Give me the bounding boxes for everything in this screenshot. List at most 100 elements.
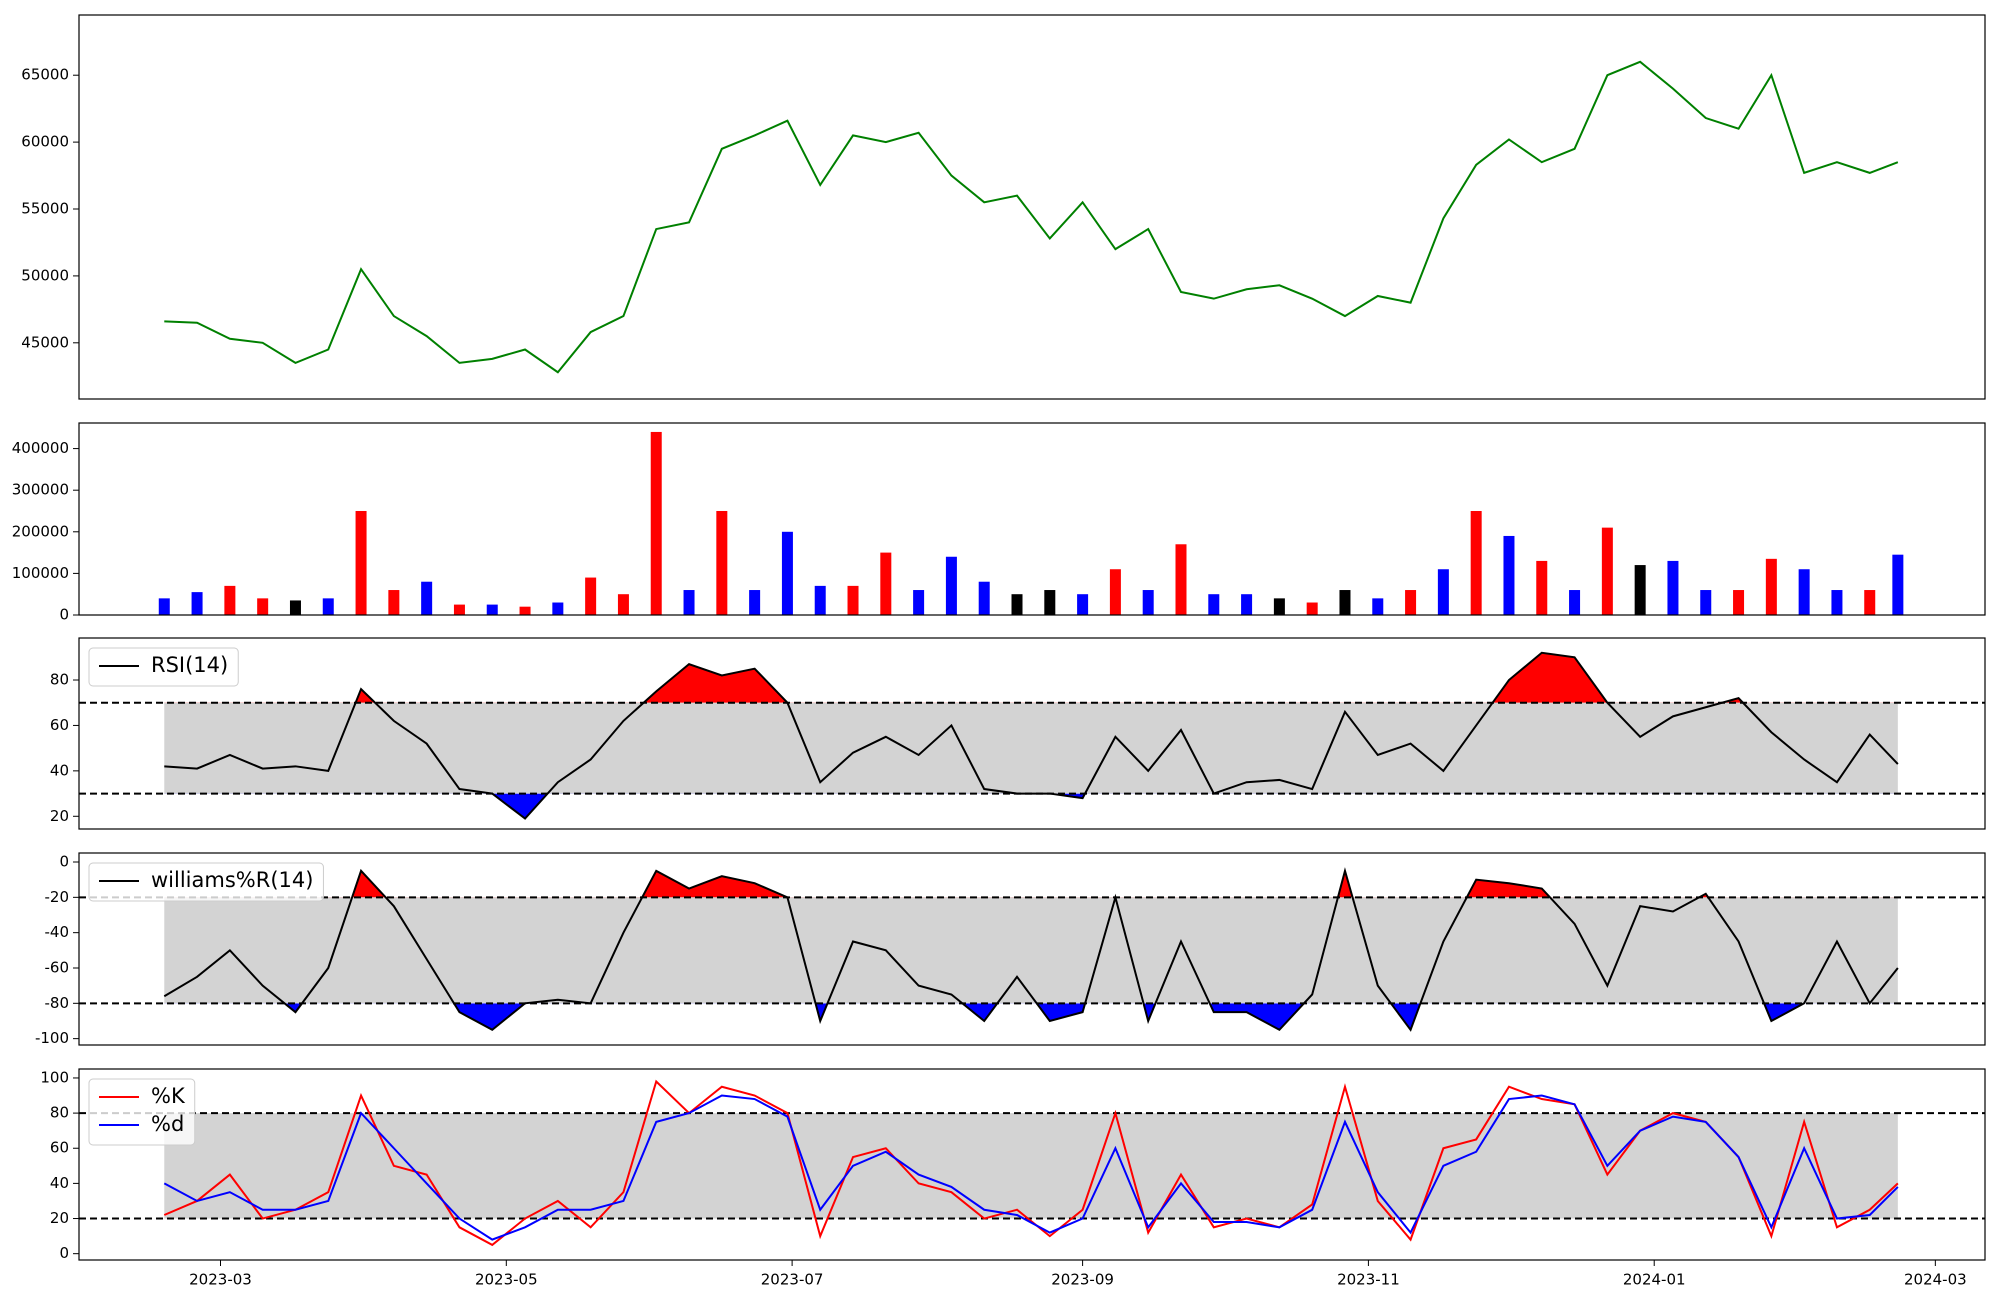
volume-bar	[355, 510, 367, 615]
threshold-band	[164, 702, 1898, 794]
volume-bar	[421, 581, 433, 615]
volume-bar	[1798, 569, 1810, 615]
legend-box	[88, 862, 324, 902]
volume-bar	[617, 594, 629, 615]
volume-bar	[1208, 594, 1220, 615]
volume-bar	[453, 604, 465, 615]
volume-bar	[388, 590, 400, 615]
axes-frame	[78, 14, 1986, 400]
y-tick-label: -60	[45, 958, 70, 976]
volume-bar	[1372, 598, 1384, 615]
volume-bar	[1864, 590, 1876, 615]
series-line	[164, 60, 1899, 374]
volume-bar	[814, 585, 826, 615]
y-tick-label: 100	[40, 1068, 69, 1086]
volume-bar	[1667, 560, 1679, 615]
volume-bar	[1733, 590, 1745, 615]
threshold-band	[164, 897, 1898, 1004]
axes-frame	[78, 1068, 1986, 1261]
volume-bar	[1892, 554, 1904, 615]
y-tick-label: 40	[50, 1174, 69, 1192]
volume-bar	[683, 590, 695, 615]
y-tick-label: 40	[50, 761, 69, 779]
y-tick-label: 300000	[12, 481, 69, 499]
x-tick-label: 2023-09	[1051, 1271, 1114, 1289]
volume-bar	[1273, 598, 1285, 615]
series-line	[163, 867, 1899, 1032]
series-line	[164, 651, 1899, 820]
axes-frame	[78, 637, 1986, 830]
volume-bar	[519, 606, 531, 615]
y-tick-label: 60	[50, 716, 69, 734]
volume-bar	[1175, 544, 1187, 615]
y-tick-label: -40	[45, 923, 70, 941]
y-tick-label: 100000	[12, 564, 69, 582]
x-tick-label: 2023-07	[761, 1271, 824, 1289]
volume-bar	[880, 552, 892, 615]
y-tick-label: 0	[59, 1244, 69, 1262]
y-tick-label: 50000	[21, 266, 69, 284]
y-tick-label: 60000	[21, 133, 69, 151]
volume-bar	[1831, 590, 1843, 615]
x-tick-label: 2023-03	[189, 1271, 252, 1289]
volume-bar	[1601, 527, 1613, 615]
volume-bar	[1569, 590, 1581, 615]
y-tick-label: 20	[50, 807, 69, 825]
volume-bar	[1470, 510, 1482, 615]
volume-bar	[191, 592, 203, 615]
volume-bar	[1109, 569, 1121, 615]
legend-label: %K	[151, 1084, 186, 1108]
x-tick-label: 2024-01	[1623, 1271, 1686, 1289]
y-tick-label: -80	[45, 994, 70, 1012]
x-tick-label: 2024-03	[1904, 1271, 1967, 1289]
legend-label: williams%R(14)	[151, 868, 313, 892]
y-tick-label: 80	[50, 1104, 69, 1122]
overbought-fill	[352, 870, 1709, 898]
y-tick-label: 55000	[21, 200, 69, 218]
axes-frame	[78, 852, 1986, 1046]
volume-bar	[1044, 590, 1056, 615]
volume-bar	[847, 585, 859, 615]
legend-label: %d	[151, 1112, 184, 1136]
y-tick-label: 0	[59, 853, 69, 871]
y-tick-label: 65000	[21, 66, 69, 84]
y-tick-label: -20	[45, 888, 70, 906]
volume-bar	[1077, 594, 1089, 615]
volume-bar	[1437, 569, 1449, 615]
x-tick-label: 2023-05	[475, 1271, 538, 1289]
volume-bar	[650, 431, 662, 615]
volume-bar	[1536, 560, 1548, 615]
volume-bar	[1503, 535, 1515, 615]
volume-bar	[224, 585, 236, 615]
volume-bar	[749, 590, 761, 615]
y-tick-label: 400000	[12, 439, 69, 457]
volume-bar	[945, 556, 957, 615]
y-tick-label: 80	[50, 671, 69, 689]
volume-bar	[257, 598, 269, 615]
legend-box	[88, 647, 239, 687]
volume-bar	[486, 604, 498, 615]
y-tick-label: 60	[50, 1139, 69, 1157]
y-tick-label: 200000	[12, 522, 69, 540]
series-line	[163, 1094, 1899, 1241]
volume-bar	[289, 600, 301, 615]
volume-bar	[1011, 594, 1023, 615]
x-tick-label: 2023-11	[1337, 1271, 1400, 1289]
volume-bar	[781, 531, 793, 615]
y-tick-label: 20	[50, 1209, 69, 1227]
volume-bar	[978, 581, 990, 615]
volume-bar	[1765, 558, 1777, 615]
volume-bar	[1700, 590, 1712, 615]
volume-bar	[1634, 565, 1646, 615]
volume-bar	[1339, 590, 1351, 615]
volume-bar	[1306, 602, 1318, 615]
volume-bar	[158, 598, 170, 615]
y-tick-label: -100	[35, 1029, 69, 1047]
volume-bar	[716, 510, 728, 615]
oversold-fill	[164, 793, 1898, 819]
oversold-fill	[284, 1003, 1805, 1030]
legend-label: RSI(14)	[151, 653, 228, 677]
threshold-band	[164, 1113, 1898, 1219]
